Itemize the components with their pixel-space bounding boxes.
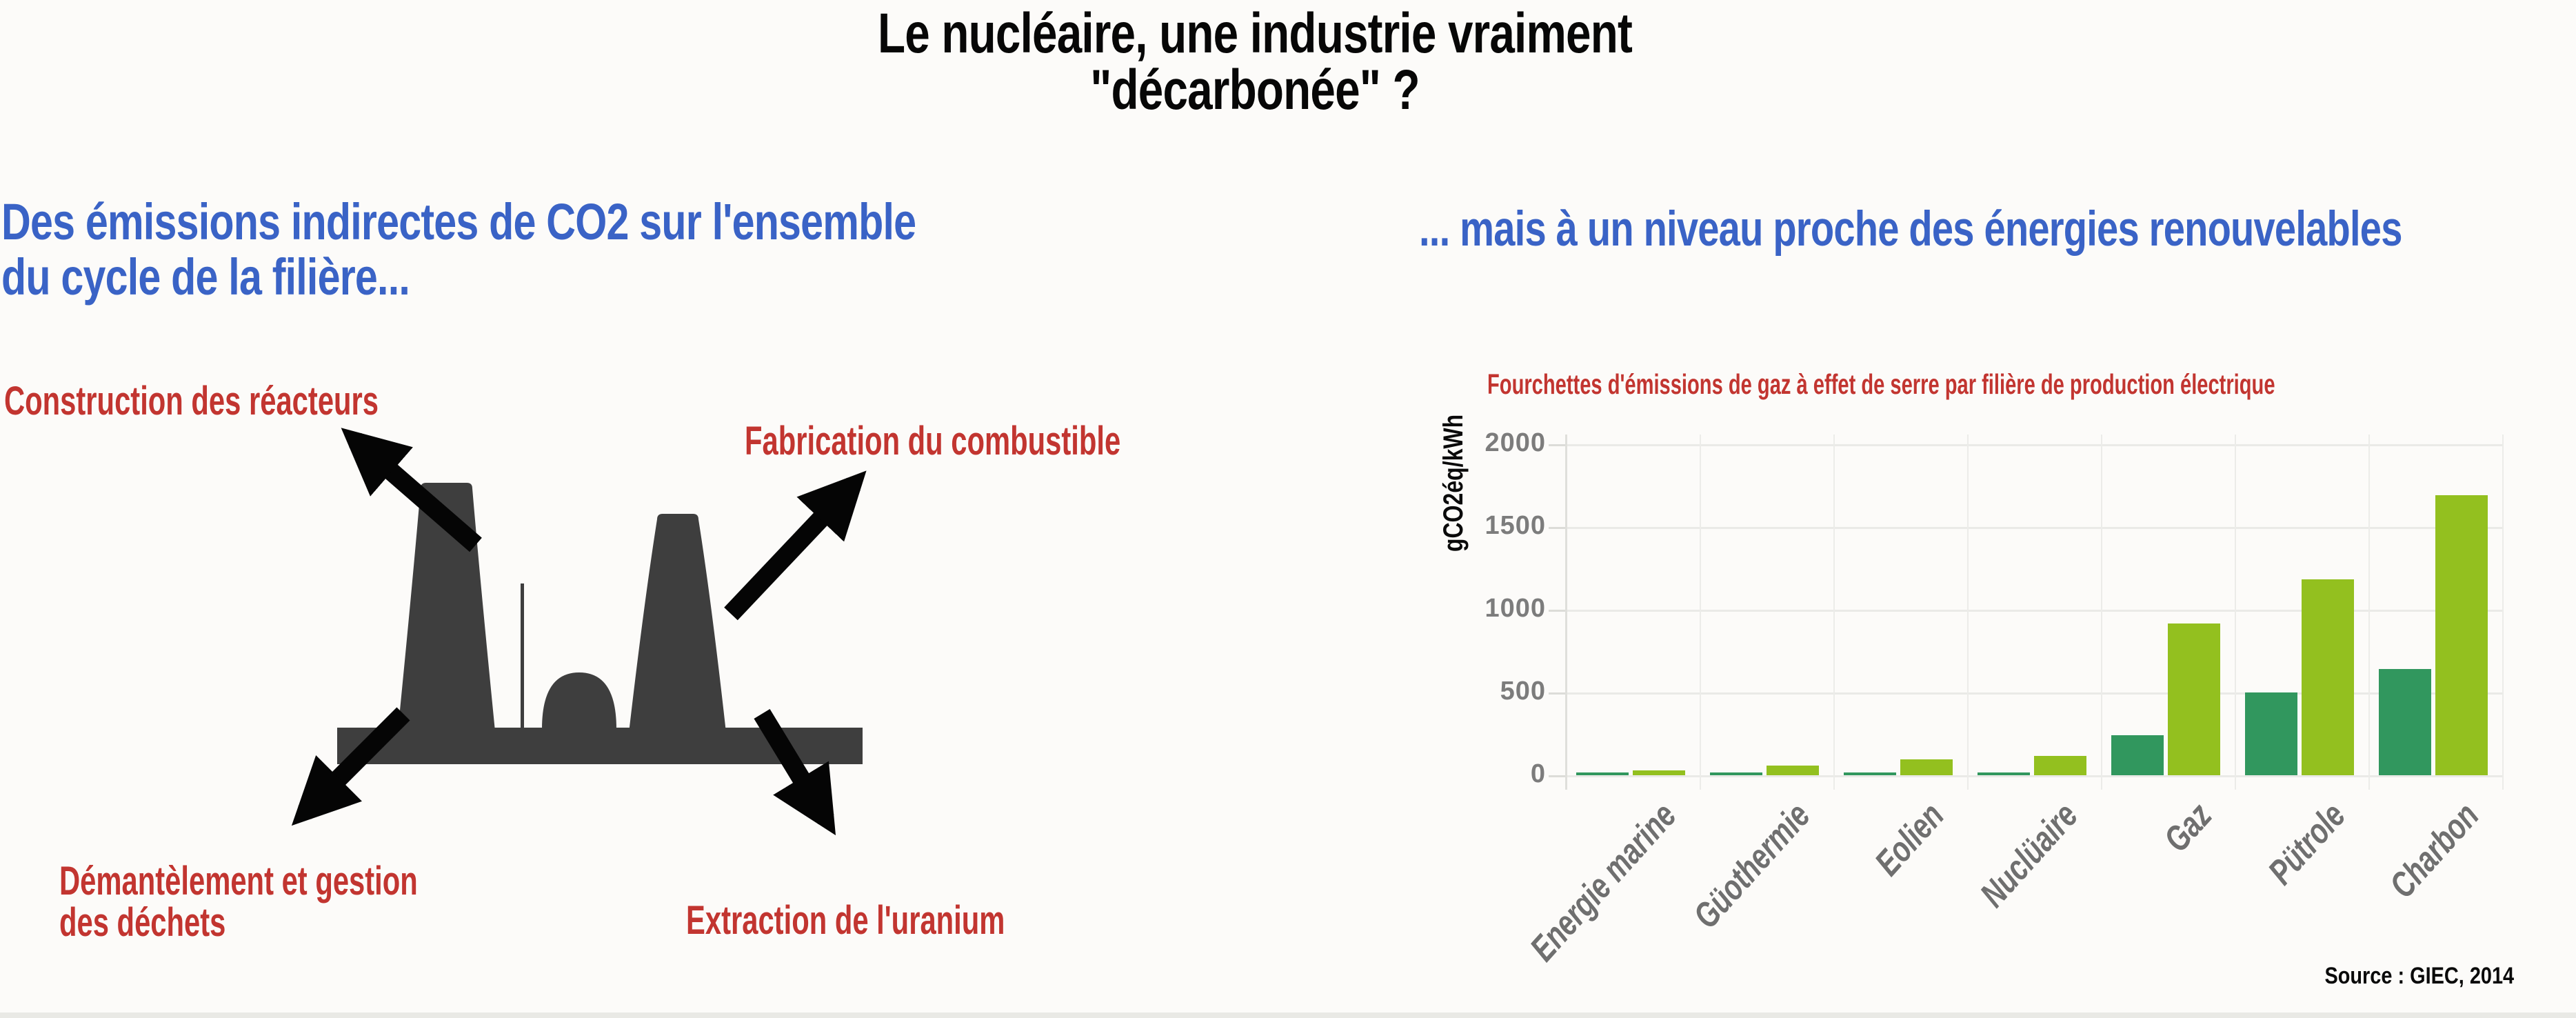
bar-max-energie-marine xyxy=(1633,770,1685,775)
gridline-y-1500 xyxy=(1567,527,2503,529)
bar-max-eolien xyxy=(1900,759,1953,775)
gridline-y-2000 xyxy=(1567,444,2503,446)
tick-label-y-0: 0 xyxy=(1530,759,1546,788)
bar-max-gaz xyxy=(2168,623,2220,775)
bar-max-charbon xyxy=(2435,495,2488,775)
arrow-down-left-icon xyxy=(291,707,410,826)
cooling-tower-right xyxy=(627,514,727,745)
gridline-x-2 xyxy=(1833,435,1835,790)
bar-min-energie-marine xyxy=(1576,772,1629,775)
category-label-energie-marine: Energie marine xyxy=(1522,795,1684,969)
tick-y-2000 xyxy=(1549,444,1567,446)
bar-max-nuclüaire xyxy=(2034,756,2086,775)
gridline-x-1 xyxy=(1700,435,1701,790)
bar-min-güothermie xyxy=(1710,772,1762,775)
category-label-eolien: Eolien xyxy=(1867,795,1952,884)
tick-label-y-500: 500 xyxy=(1500,677,1546,706)
gridline-x-7 xyxy=(2502,435,2504,790)
gridline-x-4 xyxy=(2101,435,2102,790)
tick-label-y-1500: 1500 xyxy=(1485,511,1546,540)
bar-min-pütrole xyxy=(2245,692,2297,775)
chart-title: Fourchettes d'émissions de gaz à effet d… xyxy=(1487,368,2275,400)
gridline-x-5 xyxy=(2235,435,2236,790)
page-title: Le nucléaire, une industrie vraiment "dé… xyxy=(877,2,1633,121)
bar-min-nuclüaire xyxy=(1978,772,2030,775)
label-construction-reacteurs: Construction des réacteurs xyxy=(4,379,379,423)
bar-min-gaz xyxy=(2111,735,2164,775)
label-demantelement-dechets: Démantèlement et gestion des déchets xyxy=(59,859,418,946)
category-label-güothermie: Güothermie xyxy=(1686,795,1818,937)
right-section-heading: ... mais à un niveau proche des énergies… xyxy=(1419,202,2402,257)
category-label-pütrole: Pütrole xyxy=(2260,795,2353,892)
y-axis-title: gCO2éq/kWh xyxy=(1438,414,1469,552)
tick-label-y-1000: 1000 xyxy=(1485,594,1546,623)
bar-min-eolien xyxy=(1844,772,1896,775)
gridline-y-1000 xyxy=(1567,610,2503,612)
category-label-nuclüaire: Nuclüaire xyxy=(1973,795,2086,915)
source-label: Source : GIEC, 2014 xyxy=(2324,963,2514,989)
bar-min-charbon xyxy=(2379,669,2431,775)
gridline-y-500 xyxy=(1567,692,2503,695)
reactor-dome xyxy=(542,672,616,729)
mast xyxy=(521,583,524,729)
arrow-up-right-icon xyxy=(724,470,867,621)
bar-max-güothermie xyxy=(1767,765,1819,775)
gridline-y-0 xyxy=(1567,775,2503,777)
bar-max-pütrole xyxy=(2302,579,2354,775)
gridline-x-6 xyxy=(2368,435,2370,790)
category-label-charbon: Charbon xyxy=(2382,795,2487,906)
label-extraction-uranium: Extraction de l'uranium xyxy=(686,898,1005,943)
y-axis-line xyxy=(1565,435,1567,790)
tick-y-1000 xyxy=(1549,610,1567,612)
label-fabrication-combustible: Fabrication du combustible xyxy=(745,419,1121,463)
category-label-gaz: Gaz xyxy=(2156,795,2220,860)
tick-y-0 xyxy=(1549,775,1567,777)
gridline-x-3 xyxy=(1967,435,1969,790)
arrow-down-right-icon xyxy=(754,708,836,836)
bar-chart-plot: 0 500 1000 1500 2000 Energie marine Güothermie… xyxy=(1485,428,2504,969)
tick-label-y-2000: 2000 xyxy=(1485,428,1546,457)
plant-silhouette xyxy=(337,483,863,764)
tick-y-500 xyxy=(1549,692,1567,695)
tick-y-1500 xyxy=(1549,527,1567,529)
nuclear-plant-diagram xyxy=(291,428,867,836)
left-section-heading: Des émissions indirectes de CO2 sur l'en… xyxy=(1,193,916,306)
arrow-up-left-icon xyxy=(341,428,482,552)
bottom-strip xyxy=(0,1012,2576,1018)
